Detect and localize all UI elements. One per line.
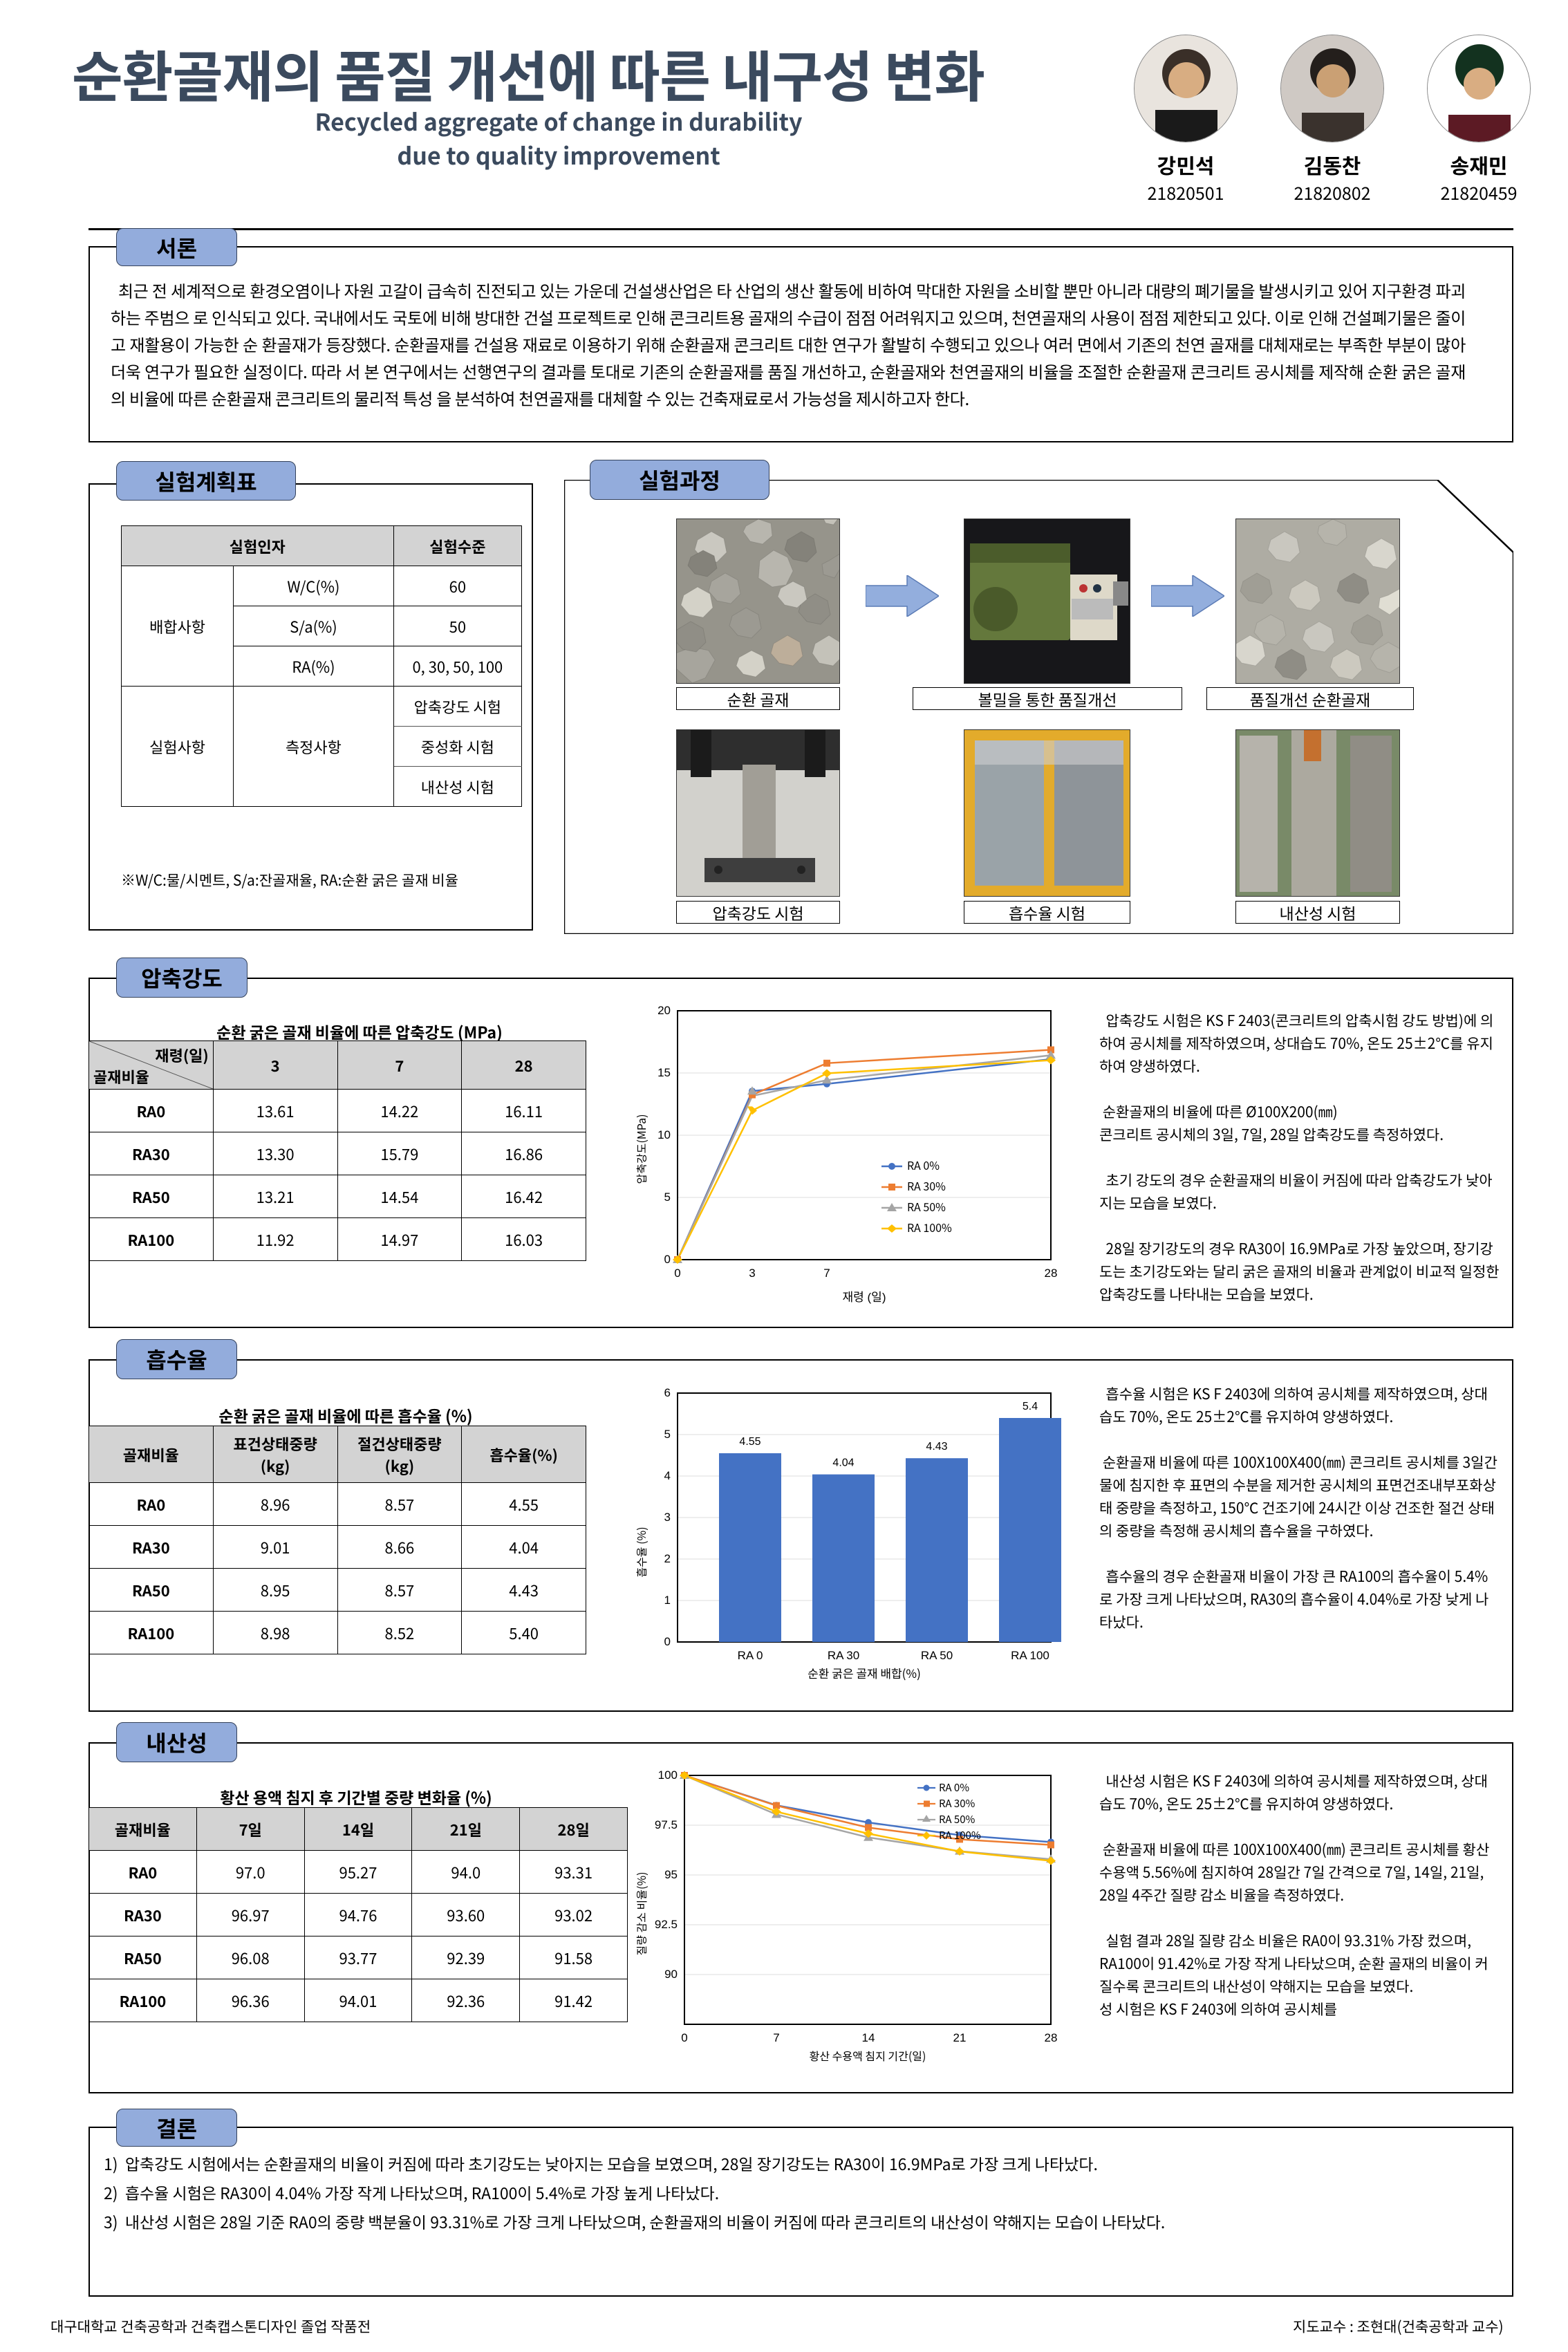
- svg-text:압축강도(MPa): 압축강도(MPa): [636, 1114, 649, 1184]
- svg-text:순환 굵은 골재 배합(%): 순환 굵은 골재 배합(%): [808, 1664, 921, 1681]
- svg-text:7: 7: [773, 2031, 779, 2044]
- svg-text:RA 0%: RA 0%: [939, 1780, 969, 1795]
- svg-text:21: 21: [953, 2031, 967, 2044]
- svg-text:4.43: 4.43: [926, 1441, 947, 1453]
- svg-text:0: 0: [681, 2031, 687, 2044]
- svg-text:4.04: 4.04: [832, 1457, 854, 1469]
- svg-text:10: 10: [657, 1128, 671, 1141]
- svg-text:황산 수용액 침지 기간(일): 황산 수용액 침지 기간(일): [810, 2047, 926, 2064]
- svg-text:RA 30%: RA 30%: [907, 1177, 946, 1194]
- svg-text:RA 30%: RA 30%: [939, 1796, 976, 1811]
- svg-text:15: 15: [657, 1066, 671, 1079]
- svg-text:90: 90: [664, 1968, 678, 1981]
- svg-text:흡수율 (%): 흡수율 (%): [636, 1527, 649, 1577]
- svg-text:14: 14: [862, 2031, 875, 2044]
- svg-text:RA 50%: RA 50%: [907, 1198, 946, 1215]
- svg-text:RA 0%: RA 0%: [907, 1157, 940, 1173]
- svg-text:3: 3: [749, 1267, 755, 1280]
- svg-text:RA 30: RA 30: [828, 1649, 859, 1662]
- svg-text:RA 50: RA 50: [921, 1649, 953, 1662]
- svg-text:92.5: 92.5: [655, 1918, 678, 1931]
- svg-text:질량 감소 비율(%): 질량 감소 비율(%): [636, 1872, 649, 1955]
- svg-text:20: 20: [657, 1004, 671, 1017]
- svg-text:RA 100%: RA 100%: [907, 1219, 952, 1235]
- svg-text:RA 50%: RA 50%: [939, 1812, 976, 1827]
- svg-text:5.4: 5.4: [1023, 1401, 1038, 1412]
- svg-text:5: 5: [664, 1191, 671, 1204]
- svg-text:95: 95: [664, 1868, 678, 1881]
- svg-text:재령 (일): 재령 (일): [843, 1291, 886, 1304]
- svg-text:1: 1: [664, 1594, 671, 1607]
- svg-text:RA 100%: RA 100%: [939, 1828, 981, 1842]
- svg-text:4: 4: [664, 1469, 671, 1482]
- svg-text:4.55: 4.55: [739, 1436, 760, 1448]
- svg-text:2: 2: [664, 1552, 671, 1565]
- svg-text:97.5: 97.5: [655, 1818, 678, 1831]
- svg-text:3: 3: [664, 1511, 671, 1524]
- svg-text:RA 100: RA 100: [1011, 1649, 1049, 1662]
- svg-text:0: 0: [664, 1635, 671, 1648]
- svg-text:RA 0: RA 0: [738, 1649, 763, 1662]
- svg-text:0: 0: [664, 1253, 671, 1266]
- svg-text:7: 7: [823, 1267, 830, 1280]
- svg-text:6: 6: [664, 1386, 671, 1399]
- svg-text:5: 5: [664, 1428, 671, 1441]
- svg-text:0: 0: [674, 1267, 680, 1280]
- svg-text:28: 28: [1045, 1267, 1058, 1280]
- svg-text:100: 100: [658, 1768, 678, 1782]
- svg-text:28: 28: [1045, 2031, 1058, 2044]
